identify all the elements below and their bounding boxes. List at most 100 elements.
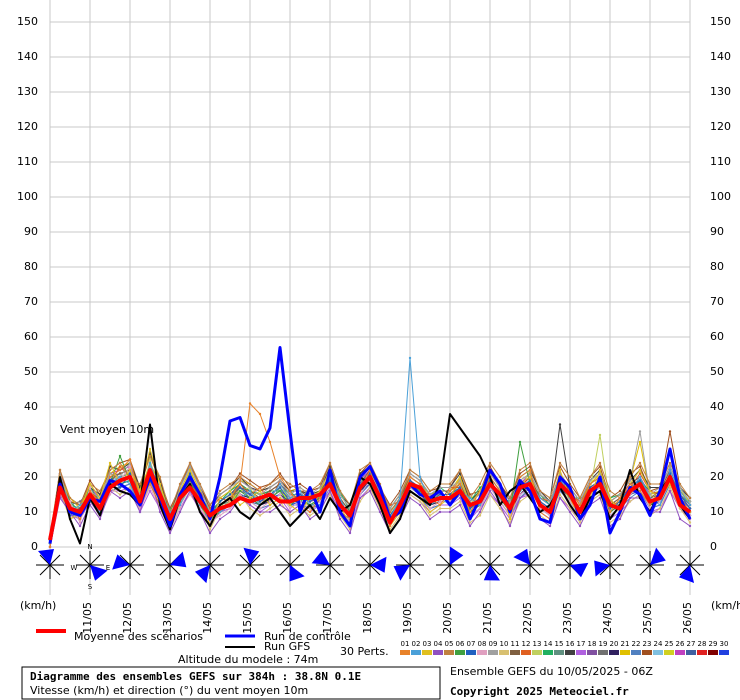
point <box>608 496 612 500</box>
point <box>568 475 572 479</box>
rose-wedge <box>311 550 330 565</box>
point <box>618 489 622 493</box>
y-tick-label: 70 <box>24 295 38 308</box>
legend-swatch <box>631 650 641 655</box>
point <box>378 510 382 514</box>
y-tick-label-right: 110 <box>710 155 731 168</box>
rose-wedge <box>594 560 610 577</box>
y-tick-label-right: 150 <box>710 15 731 28</box>
point <box>668 486 672 489</box>
point <box>138 510 142 514</box>
point <box>268 486 272 489</box>
legend-label: 26 <box>676 640 685 648</box>
point <box>648 493 652 496</box>
point <box>138 482 142 486</box>
legend-label: 11 <box>511 640 520 648</box>
point <box>518 475 522 479</box>
point <box>288 489 292 493</box>
y-tick-label-right: 100 <box>710 190 731 203</box>
legend-swatch <box>444 650 454 655</box>
point <box>248 496 252 500</box>
point <box>428 517 432 521</box>
point <box>468 496 472 500</box>
legend-swatch <box>466 650 476 655</box>
point <box>428 514 432 517</box>
y-unit-left: (km/h) <box>20 599 56 612</box>
legend-swatch <box>576 650 586 655</box>
legend-label: Moyenne des scénarios <box>74 630 203 643</box>
point <box>628 475 632 479</box>
point <box>638 440 642 444</box>
legend-swatch <box>477 650 487 655</box>
x-tick-label: 15/05 <box>241 602 254 634</box>
point <box>468 524 472 528</box>
point <box>628 496 632 500</box>
point <box>338 493 342 496</box>
legend-label: 04 <box>434 640 443 648</box>
point <box>258 507 262 510</box>
point <box>418 503 422 507</box>
point <box>558 423 562 426</box>
point <box>188 468 192 472</box>
point <box>118 496 122 500</box>
point <box>678 482 682 486</box>
point <box>468 521 472 524</box>
point <box>278 482 282 486</box>
point <box>558 461 562 465</box>
point <box>438 503 442 507</box>
point <box>688 503 692 507</box>
point <box>598 496 602 500</box>
y-tick-label-right: 140 <box>710 50 731 63</box>
point <box>668 468 672 472</box>
point <box>518 440 522 444</box>
legend-swatch <box>620 650 630 655</box>
point <box>258 500 262 503</box>
legend-label: 19 <box>599 640 608 648</box>
y-tick-label-right: 50 <box>710 365 724 378</box>
legend-swatch <box>675 650 685 655</box>
point <box>138 489 142 493</box>
point <box>288 510 292 514</box>
point <box>488 489 492 493</box>
legend-label: 10 <box>500 640 509 648</box>
point <box>248 479 252 482</box>
point <box>408 468 412 472</box>
point <box>608 489 612 493</box>
point <box>78 521 82 524</box>
point <box>448 493 452 496</box>
x-tick-label: 18/05 <box>361 602 374 634</box>
point <box>668 461 672 465</box>
wind-roses: N S W E <box>36 543 704 591</box>
point <box>568 510 572 514</box>
point <box>168 531 172 535</box>
point <box>438 507 442 510</box>
y-tick-label: 10 <box>24 505 38 518</box>
point <box>308 500 312 503</box>
altitude: Altitude du modele : 74m <box>178 653 318 666</box>
annotation: Vent moyen 10m <box>60 423 154 436</box>
point <box>448 489 452 493</box>
point <box>288 507 292 510</box>
point <box>238 493 242 496</box>
point <box>668 489 672 493</box>
point <box>458 475 462 479</box>
point <box>278 489 282 493</box>
point <box>318 482 322 486</box>
point <box>528 468 532 472</box>
y-tick-label: 40 <box>24 400 38 413</box>
x-tick-label: 12/05 <box>121 602 134 634</box>
point <box>438 500 442 503</box>
point <box>518 468 522 472</box>
y-unit-right: (km/h) <box>711 599 740 612</box>
point <box>578 496 582 500</box>
point <box>598 468 602 472</box>
legend-swatch <box>697 650 707 655</box>
point <box>268 510 272 514</box>
rose-wedge <box>289 565 305 582</box>
x-tick-label: 24/05 <box>601 602 614 634</box>
y-tick-label-right: 60 <box>710 330 724 343</box>
point <box>478 489 482 493</box>
point <box>638 465 642 468</box>
point <box>448 482 452 486</box>
